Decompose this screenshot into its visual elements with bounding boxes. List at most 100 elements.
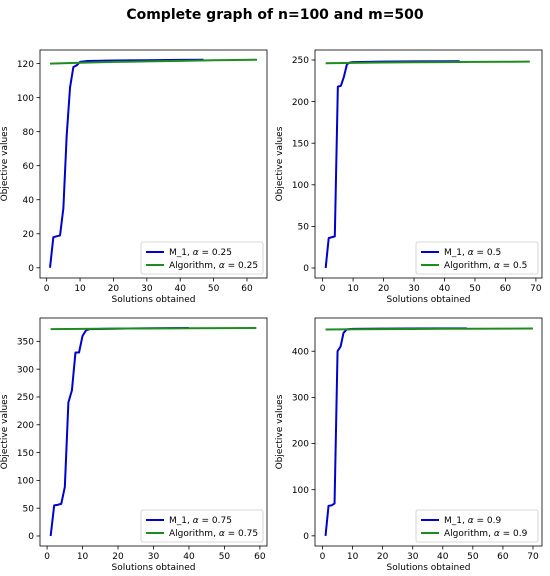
plot-lines — [324, 327, 533, 536]
y-tick-label: 20 — [23, 230, 35, 240]
x-tick-label: 60 — [500, 284, 512, 294]
x-tick-label: 0 — [320, 552, 326, 562]
x-tick-label: 10 — [347, 284, 359, 294]
x-tick-label: 60 — [497, 552, 509, 562]
y-tick-label: 300 — [17, 365, 34, 375]
x-tick-label: 40 — [174, 284, 186, 294]
y-tick-label: 200 — [292, 98, 309, 108]
y-tick-label: 50 — [298, 223, 310, 233]
x-tick-label: 30 — [408, 284, 420, 294]
series-line-algorithm — [325, 60, 530, 65]
legend-frame — [140, 241, 264, 275]
y-tick-label: 150 — [292, 139, 309, 149]
x-tick-label: 0 — [44, 284, 50, 294]
y-tick-label: 120 — [17, 60, 34, 70]
x-tick-label: 60 — [241, 284, 253, 294]
x-tick-label: 0 — [44, 552, 50, 562]
x-tick-label: 40 — [183, 552, 195, 562]
x-tick-label: 50 — [208, 284, 220, 294]
y-axis-label: Objective values — [0, 126, 10, 201]
y-tick-label: 100 — [17, 94, 34, 104]
x-tick-label: 70 — [527, 552, 539, 562]
x-tick-label: 20 — [378, 284, 390, 294]
x-axis-label: Solutions obtained — [387, 295, 471, 305]
subplot-2: 0 10 20 30 40 50 60 70 0 50 100 150 200 250 Solutions … — [275, 49, 543, 305]
subplot-1: 0 10 20 30 40 50 60 0 20 40 60 80 100 120 Solutions ob… — [0, 49, 268, 305]
x-tick-label: 20 — [108, 284, 120, 294]
legend: M_1, α = 0.9 Algorithm, α = 0.9 — [415, 509, 539, 543]
y-tick-label: 300 — [292, 394, 309, 404]
y-tick-label: 100 — [292, 486, 309, 496]
series-line-m1 — [49, 327, 189, 537]
y-axis-label: Objective values — [275, 394, 285, 469]
series-line-m1 — [324, 60, 460, 269]
legend: M_1, α = 0.5 Algorithm, α = 0.5 — [415, 241, 539, 275]
x-tick-label: 70 — [530, 284, 542, 294]
x-tick-label: 30 — [141, 284, 153, 294]
series-line-algorithm — [49, 58, 258, 65]
y-tick-label: 100 — [292, 181, 309, 191]
y-tick-label: 200 — [292, 440, 309, 450]
legend-label-m1: M_1, α = 0.75 — [169, 516, 232, 526]
legend: M_1, α = 0.25 Algorithm, α = 0.25 — [140, 241, 264, 275]
series-line-algorithm — [325, 327, 533, 331]
y-tick-label: 80 — [23, 128, 35, 138]
x-tick-label: 30 — [148, 552, 160, 562]
series-line-algorithm — [50, 327, 257, 331]
x-tick-label: 50 — [219, 552, 231, 562]
legend: M_1, α = 0.75 Algorithm, α = 0.75 — [140, 509, 264, 543]
x-tick-label: 0 — [320, 284, 326, 294]
legend-frame — [415, 509, 539, 543]
y-tick-label: 250 — [292, 56, 309, 66]
y-tick-label: 40 — [23, 196, 35, 206]
y-axis-label: Objective values — [275, 126, 285, 201]
legend-label-m1: M_1, α = 0.9 — [444, 516, 502, 526]
x-tick-label: 40 — [439, 284, 451, 294]
x-axis-label: Solutions obtained — [112, 295, 196, 305]
x-tick-label: 40 — [437, 552, 449, 562]
axes-frame — [314, 49, 543, 279]
y-tick-label: 150 — [17, 449, 34, 459]
subplot-3: 0 10 20 30 40 50 60 0 50 100 150 200 250 300 350 Soluti… — [0, 317, 268, 573]
y-tick-label: 0 — [303, 532, 309, 542]
x-tick-label: 20 — [377, 552, 389, 562]
x-tick-label: 10 — [347, 552, 359, 562]
legend-label-algorithm: Algorithm, α = 0.5 — [444, 261, 527, 271]
y-tick-label: 400 — [292, 347, 309, 357]
axes-frame — [39, 49, 268, 279]
y-tick-label: 0 — [28, 264, 34, 274]
plot-lines — [49, 327, 257, 537]
x-tick-label: 60 — [254, 552, 266, 562]
legend-frame — [415, 241, 539, 275]
x-tick-label: 10 — [74, 284, 86, 294]
y-tick-label: 0 — [303, 264, 309, 274]
axes-frame — [314, 317, 543, 547]
y-tick-label: 350 — [17, 338, 34, 348]
legend-label-m1: M_1, α = 0.5 — [444, 248, 501, 258]
figure-title: Complete graph of n=100 and m=500 — [126, 7, 424, 23]
subplot-4: 0 10 20 30 40 50 60 70 0 100 200 300 400 Solutions ob… — [275, 317, 543, 573]
y-tick-label: 100 — [17, 477, 34, 487]
plot-lines — [324, 60, 530, 269]
series-line-m1 — [49, 58, 204, 268]
y-tick-label: 250 — [17, 393, 34, 403]
y-tick-label: 60 — [23, 162, 35, 172]
plot-lines — [49, 58, 258, 268]
y-tick-label: 50 — [23, 504, 35, 514]
legend-label-algorithm: Algorithm, α = 0.25 — [169, 261, 258, 271]
legend-frame — [140, 509, 264, 543]
x-tick-label: 30 — [407, 552, 419, 562]
x-tick-label: 10 — [77, 552, 89, 562]
x-tick-label: 50 — [469, 284, 481, 294]
x-tick-label: 20 — [112, 552, 124, 562]
legend-label-m1: M_1, α = 0.25 — [169, 248, 232, 258]
legend-label-algorithm: Algorithm, α = 0.9 — [444, 529, 528, 539]
series-line-m1 — [324, 327, 467, 536]
y-axis-label: Objective values — [0, 394, 10, 469]
y-tick-label: 200 — [17, 421, 34, 431]
x-axis-label: Solutions obtained — [112, 563, 196, 573]
x-axis-label: Solutions obtained — [387, 563, 471, 573]
x-tick-label: 50 — [467, 552, 479, 562]
